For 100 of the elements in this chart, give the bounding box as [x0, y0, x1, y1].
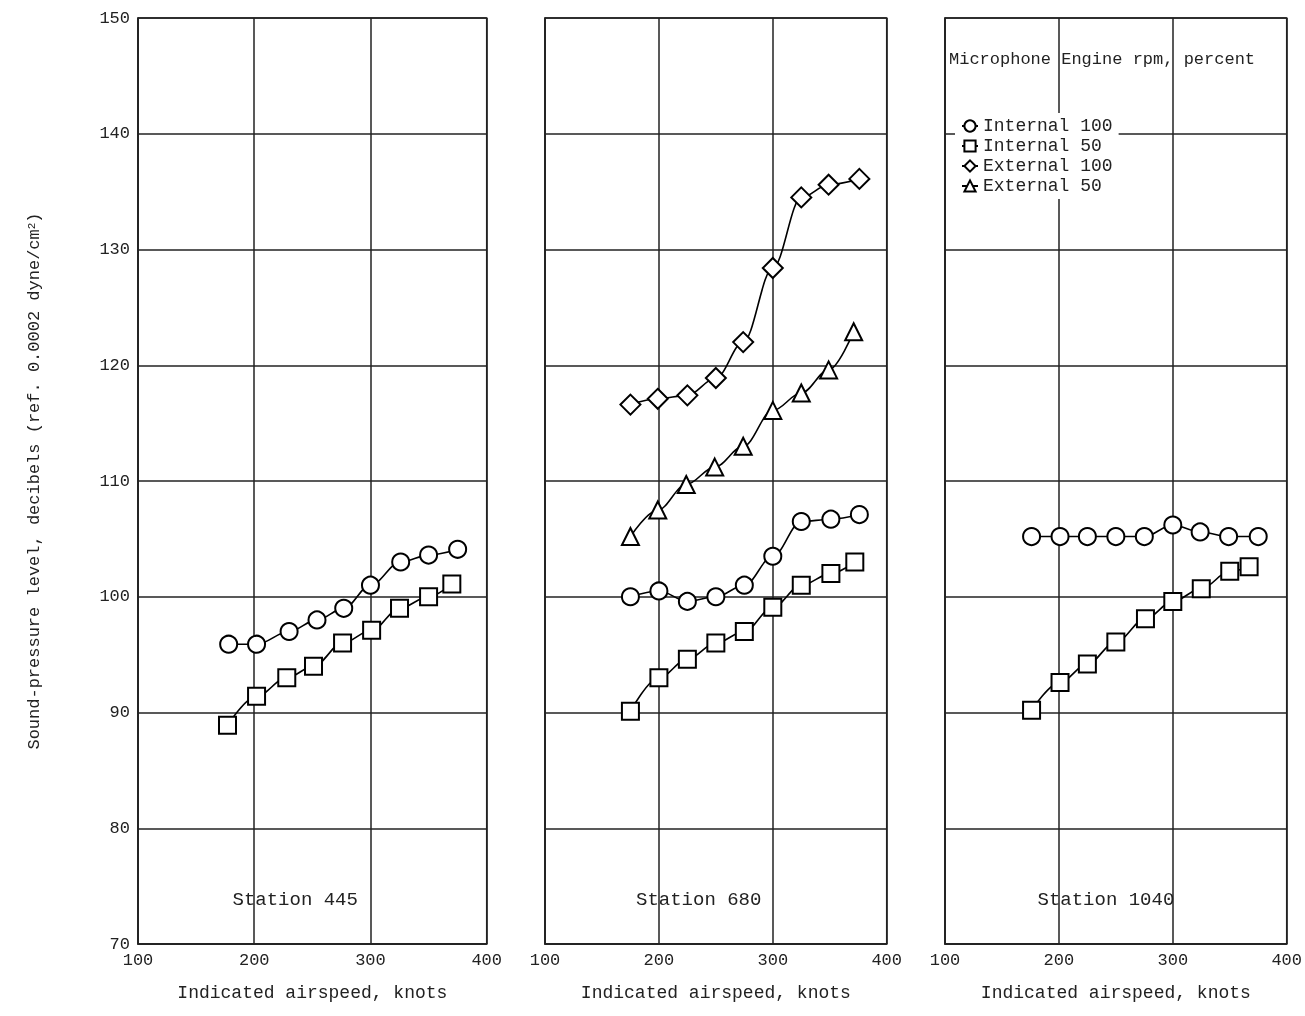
point	[821, 564, 841, 584]
point	[1077, 654, 1097, 674]
x-axis-title: Indicated airspeed, knots	[980, 983, 1251, 1003]
y-tick-label: 100	[99, 587, 130, 607]
point	[448, 539, 468, 559]
point	[677, 591, 697, 611]
legend-label: External 50	[983, 176, 1102, 196]
point	[676, 384, 699, 407]
point	[1219, 527, 1239, 547]
legend-title: Microphone Engine rpm, percent	[949, 49, 1256, 69]
point	[790, 186, 813, 209]
point	[334, 598, 354, 618]
point	[1022, 700, 1042, 720]
point	[1077, 527, 1097, 547]
point	[706, 587, 726, 607]
legend-label: Internal 100	[983, 116, 1113, 136]
point	[1248, 527, 1268, 547]
point	[218, 715, 237, 735]
point	[791, 512, 811, 532]
legend-label: External 100	[983, 156, 1113, 176]
point	[304, 656, 324, 676]
point	[247, 634, 267, 654]
point	[821, 509, 841, 529]
point	[763, 546, 783, 566]
point	[763, 400, 783, 420]
x-tick-label: 200	[643, 951, 675, 970]
x-tick-label: 300	[355, 951, 386, 970]
point	[619, 393, 642, 416]
x-tick-label: 400	[471, 951, 502, 970]
point	[677, 649, 697, 669]
point	[1163, 515, 1183, 535]
point	[763, 597, 783, 617]
point	[442, 574, 462, 594]
point	[844, 322, 864, 342]
point	[620, 587, 640, 607]
legend-label: Internal 50	[983, 136, 1102, 156]
x-tick-label: 200	[238, 951, 270, 970]
y-tick-label: 140	[99, 124, 130, 144]
y-tick-label: 80	[109, 818, 130, 838]
point	[620, 701, 640, 721]
y-tick-label: 120	[99, 355, 130, 375]
point	[219, 634, 239, 654]
point	[706, 633, 726, 653]
point	[733, 436, 753, 456]
point	[1190, 522, 1210, 542]
point	[1106, 527, 1126, 547]
point	[734, 575, 754, 595]
y-tick-label: 110	[99, 471, 130, 491]
x-axis-title: Indicated airspeed, knots	[580, 983, 851, 1003]
x-tick-label: 200	[1043, 951, 1075, 970]
point	[648, 500, 668, 520]
point	[1022, 527, 1042, 547]
point	[848, 167, 871, 190]
x-axis-title: Indicated airspeed, knots	[177, 983, 448, 1003]
point	[620, 527, 640, 547]
x-tick-label: 400	[1271, 951, 1302, 970]
point	[761, 257, 784, 280]
point	[649, 668, 669, 688]
point	[1050, 672, 1070, 692]
point	[734, 621, 754, 641]
point	[704, 366, 727, 389]
point	[419, 587, 439, 607]
x-tick-label: 100	[529, 951, 561, 970]
point	[819, 360, 839, 380]
x-tick-label: 100	[929, 951, 961, 970]
point	[1050, 527, 1070, 547]
y-tick-label: 150	[99, 8, 130, 28]
point	[676, 474, 696, 494]
y-tick-label: 90	[109, 703, 130, 722]
point	[1163, 591, 1183, 611]
point	[1191, 579, 1211, 599]
y-axis-title: Sound-pressure level, decibels (ref. 0.0002 dyne/cm2)	[25, 212, 44, 750]
point	[791, 575, 811, 595]
point	[277, 668, 297, 688]
x-tick-label: 100	[122, 951, 154, 970]
point	[705, 457, 725, 477]
point	[247, 686, 267, 706]
point	[849, 505, 869, 525]
point	[333, 633, 353, 653]
x-tick-label: 400	[871, 951, 902, 970]
point	[1106, 632, 1126, 652]
point	[845, 552, 865, 572]
y-tick-label: 130	[99, 240, 130, 259]
point	[390, 598, 410, 618]
point	[307, 610, 327, 630]
point	[649, 581, 669, 601]
y-tick-label: 70	[109, 934, 130, 954]
point	[279, 621, 299, 641]
point	[1134, 527, 1154, 547]
point	[646, 387, 669, 410]
point	[817, 173, 840, 196]
point	[732, 331, 755, 354]
point	[1135, 609, 1155, 629]
point	[360, 575, 380, 595]
point	[1220, 561, 1240, 581]
point	[391, 552, 411, 572]
point	[419, 545, 439, 565]
point	[1239, 557, 1259, 577]
point	[791, 383, 811, 403]
point	[362, 620, 382, 640]
